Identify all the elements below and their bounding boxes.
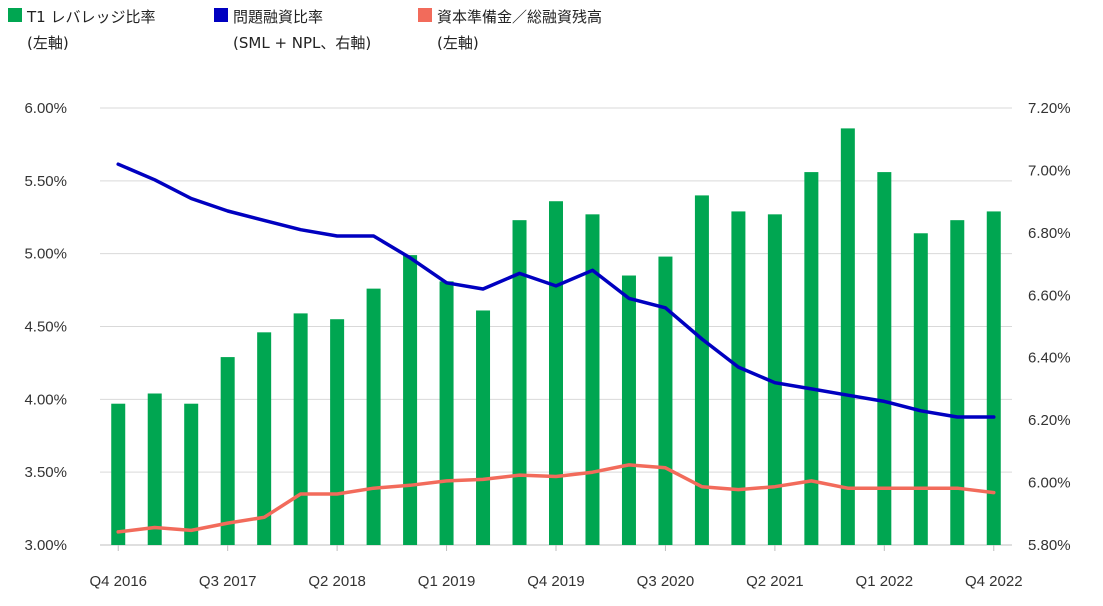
legend-swatch-reserve-ratio: [418, 8, 432, 22]
bar-series-t1-leverage: [111, 128, 1001, 546]
legend-label-problem-loan-ratio: 問題融資比率: [233, 8, 324, 26]
left-axis-tick-label: 4.50%: [24, 319, 67, 336]
legend-axis-note-reserve-ratio: (左軸): [437, 34, 479, 52]
right-axis-tick-label: 7.20%: [1028, 100, 1071, 117]
bar-t1-leverage: [731, 211, 746, 545]
bar-t1-leverage: [147, 393, 162, 545]
legend-item-reserve-ratio: 資本準備金／総融資残高 (左軸): [418, 4, 602, 56]
x-axis-tick-label: Q3 2017: [199, 573, 257, 590]
bar-t1-leverage: [403, 255, 418, 545]
left-axis-tick-label: 5.50%: [24, 173, 67, 190]
bar-t1-leverage: [366, 288, 381, 545]
right-axis-tick-label: 5.80%: [1028, 537, 1071, 554]
left-axis-tick-label: 6.00%: [24, 100, 67, 117]
bar-t1-leverage: [476, 310, 491, 545]
bar-t1-leverage: [585, 214, 600, 545]
legend-swatch-t1-leverage: [8, 8, 22, 22]
right-axis: 5.80% 6.00% 6.20% 6.40% 6.60% 6.80% 7.00% 7.20%: [1028, 100, 1071, 554]
bar-t1-leverage: [658, 256, 673, 545]
bar-t1-leverage: [330, 319, 345, 545]
left-axis-tick-label: 3.00%: [24, 537, 67, 554]
left-axis-tick-label: 5.00%: [24, 246, 67, 263]
left-axis-tick-label: 3.50%: [24, 464, 67, 481]
legend-axis-note-problem-loan-ratio: (SML + NPL、右軸): [233, 34, 372, 52]
right-axis-tick-label: 6.20%: [1028, 412, 1071, 429]
line-problem-loan-ratio: [116, 162, 996, 419]
right-axis-tick-label: 7.00%: [1028, 162, 1071, 179]
bar-t1-leverage: [257, 332, 272, 545]
bar-t1-leverage: [986, 211, 1001, 545]
bar-t1-leverage: [184, 403, 199, 545]
bar-t1-leverage: [549, 201, 563, 545]
bar-t1-leverage: [877, 172, 892, 546]
bar-t1-leverage: [220, 357, 235, 545]
x-axis-tick-label: Q1 2022: [856, 573, 914, 590]
bar-t1-leverage: [694, 195, 709, 545]
x-axis-tick-label: Q3 2020: [637, 573, 695, 590]
chart-legend: T1 レバレッジ比率 (左軸) 問題融資比率 (SML + NPL、右軸) 資本…: [8, 4, 1098, 64]
line-reserve-ratio: [116, 463, 996, 534]
legend-axis-note-t1-leverage: (左軸): [27, 34, 69, 52]
right-axis-tick-label: 6.60%: [1028, 287, 1071, 304]
x-axis-tick-label: Q4 2019: [527, 573, 585, 590]
x-axis-tick-label: Q1 2019: [418, 573, 476, 590]
bar-t1-leverage: [840, 128, 855, 546]
bar-t1-leverage: [111, 403, 126, 545]
x-axis-tick-label: Q4 2016: [89, 573, 147, 590]
bar-t1-leverage: [767, 214, 782, 545]
left-axis-tick-label: 4.00%: [24, 391, 67, 408]
left-axis: 3.00% 3.50% 4.00% 4.50% 5.00% 5.50% 6.00%: [24, 100, 67, 554]
legend-swatch-problem-loan-ratio: [214, 8, 228, 22]
line-series-group: [116, 162, 996, 534]
legend-label-reserve-ratio: 資本準備金／総融資残高: [437, 8, 603, 26]
x-axis-tick-label: Q2 2021: [746, 573, 804, 590]
x-axis-tick-label: Q4 2022: [965, 573, 1023, 590]
bar-t1-leverage: [804, 172, 819, 546]
bar-t1-leverage: [512, 220, 527, 545]
bar-t1-leverage: [293, 313, 308, 545]
legend-label-t1-leverage: T1 レバレッジ比率: [27, 8, 156, 26]
right-axis-tick-label: 6.40%: [1028, 350, 1071, 367]
right-axis-tick-label: 6.80%: [1028, 225, 1071, 242]
legend-item-t1-leverage: T1 レバレッジ比率 (左軸): [8, 4, 155, 56]
legend-item-problem-loan-ratio: 問題融資比率 (SML + NPL、右軸): [214, 4, 371, 56]
x-axis-tick-label: Q2 2018: [308, 573, 366, 590]
bar-t1-leverage: [913, 233, 928, 546]
bar-t1-leverage: [621, 275, 636, 545]
bar-t1-leverage: [950, 220, 965, 545]
right-axis-tick-label: 6.00%: [1028, 475, 1071, 492]
bar-t1-leverage: [439, 281, 454, 545]
x-axis: Q4 2016 Q3 2017 Q2 2018 Q1 2019 Q4 2019 Q3 20…: [89, 545, 1023, 590]
